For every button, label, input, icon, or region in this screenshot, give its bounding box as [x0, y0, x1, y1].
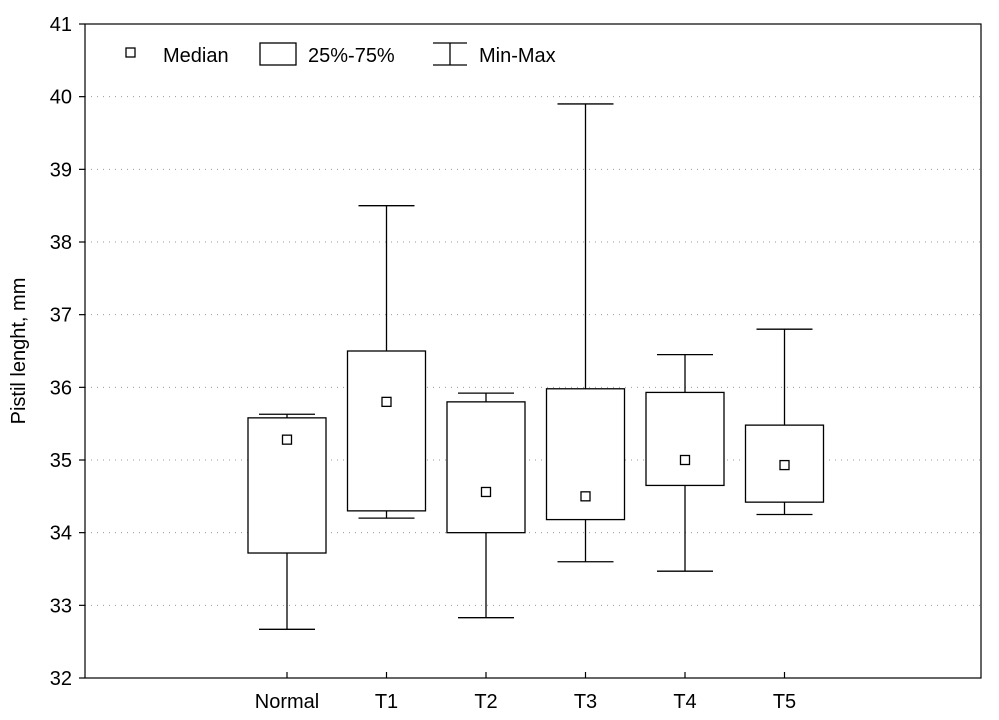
y-tick-label-36: 36 [50, 377, 72, 399]
box-T5 [744, 328, 825, 516]
x-tick-label-T5: T5 [773, 691, 796, 713]
legend: Median 25%-75% Min-Max [125, 42, 556, 67]
boxes [247, 103, 825, 630]
box-T4 [645, 353, 725, 572]
y-tick-label-37: 37 [50, 305, 72, 327]
legend-box-swatch [259, 42, 297, 66]
median-marker-T2 [480, 486, 492, 498]
median-marker-T4 [679, 454, 691, 466]
y-tick-label-33: 33 [50, 595, 72, 617]
y-axis-label: Pistil lenght, mm [8, 278, 30, 425]
y-tick-label-38: 38 [50, 232, 72, 254]
y-tick-label-39: 39 [50, 159, 72, 181]
iqr-box-T1 [346, 350, 427, 512]
iqr-box-T4 [645, 391, 725, 487]
legend-whisker-symbol [433, 42, 467, 66]
median-marker-T1 [381, 396, 392, 408]
x-tick-label-T1: T1 [375, 691, 398, 713]
x-tick-label-T2: T2 [474, 691, 497, 713]
y-tick-label-41: 41 [50, 14, 72, 36]
box-Normal [247, 413, 327, 630]
plot-frame [84, 23, 982, 679]
box-T3 [545, 103, 626, 563]
box-T2 [446, 392, 526, 619]
legend-box-label: 25%-75% [308, 45, 395, 67]
x-tick-label-T4: T4 [673, 691, 696, 713]
median-marker-Normal [281, 434, 293, 445]
grid-lines [85, 96, 981, 606]
iqr-box-T2 [446, 401, 526, 534]
x-tick-label-Normal: Normal [255, 691, 319, 713]
y-tick-label-35: 35 [50, 450, 72, 472]
median-marker-T3 [580, 491, 591, 502]
x-tick-label-T3: T3 [574, 691, 597, 713]
box-T1 [346, 205, 427, 519]
y-axis: 32 33 34 35 36 37 38 39 40 41 [50, 14, 85, 690]
y-tick-label-40: 40 [50, 87, 72, 109]
legend-median-marker [125, 47, 136, 58]
median-marker-T5 [779, 459, 790, 471]
legend-whisker-label: Min-Max [479, 45, 556, 67]
y-tick-label-34: 34 [50, 523, 72, 545]
legend-median-label: Median [163, 45, 229, 67]
y-tick-label-32: 32 [50, 668, 72, 690]
x-axis: Normal T1 T2 T3 T4 T5 [255, 672, 796, 713]
